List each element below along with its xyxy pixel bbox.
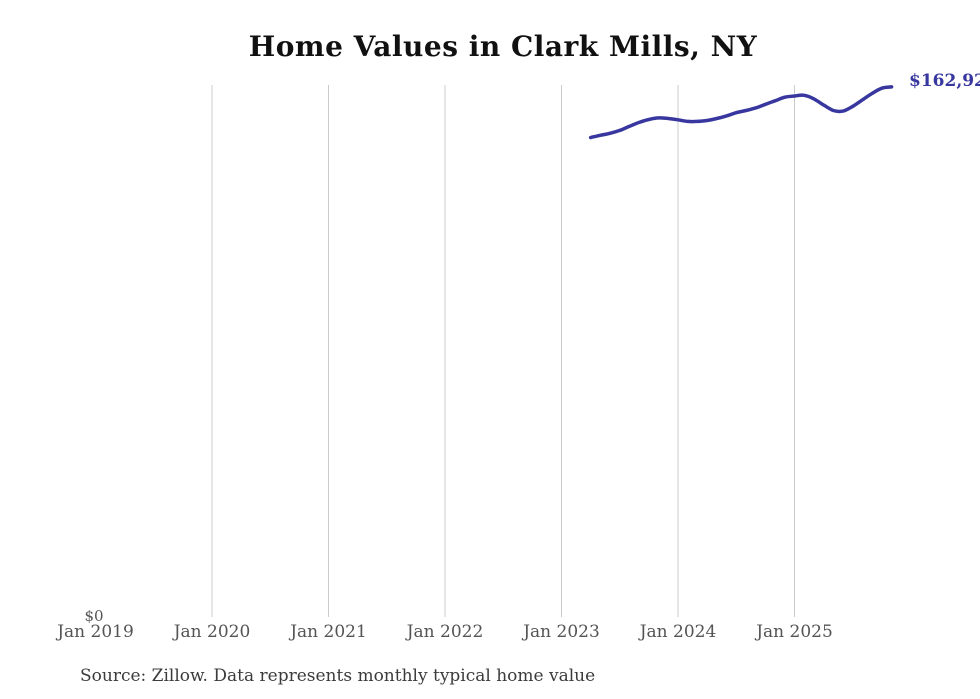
x-tick-label: Jan 2020 [173,622,251,642]
x-tick-label: Jan 2022 [406,622,484,642]
home-value-line [588,85,894,140]
x-tick-label: Jan 2021 [290,622,367,642]
chart-title: Home Values in Clark Mills, NY [248,30,758,63]
x-tick-label: Jan 2023 [523,622,600,642]
x-tick-label: Jan 2024 [639,622,717,642]
x-tick-label: Jan 2019 [57,622,134,642]
source-note: Source: Zillow. Data represents monthly … [80,666,596,686]
x-tick-label: Jan 2025 [756,622,833,642]
y-axis-zero-label: $0 [84,607,104,625]
latest-value-label: $162,92 [909,71,980,91]
